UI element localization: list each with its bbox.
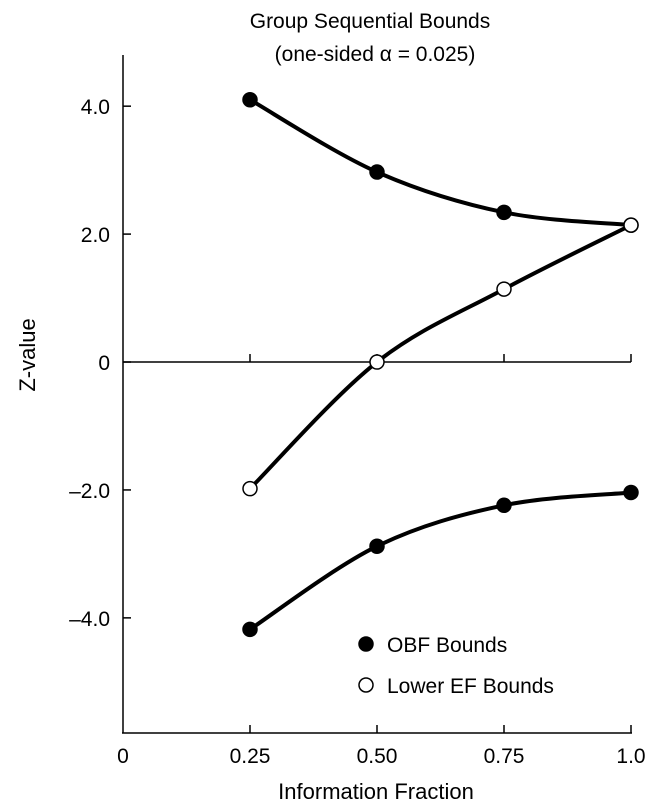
x-tick-label: 0.75 xyxy=(484,745,525,768)
legend-marker-ef xyxy=(358,677,374,693)
x-tick-label: 1.0 xyxy=(616,745,645,768)
obf-point xyxy=(242,621,258,638)
legend: OBF Bounds Lower EF Bounds xyxy=(358,634,554,698)
obf-point xyxy=(369,538,385,554)
legend-marker-obf xyxy=(358,636,374,652)
obf-point xyxy=(496,204,512,221)
y-tick-label: –4.0 xyxy=(69,608,110,631)
series-curves xyxy=(248,97,633,632)
chart-subtitle: (one-sided α = 0.025) xyxy=(275,43,476,66)
series-line-ef-0 xyxy=(248,223,633,491)
series-line-obf-1 xyxy=(248,490,633,632)
series-points xyxy=(242,92,639,638)
chart-title: Group Sequential Bounds xyxy=(250,10,491,33)
y-tick-label: 4.0 xyxy=(81,96,110,119)
obf-point xyxy=(242,92,258,108)
x-axis-label: Information Fraction xyxy=(278,779,474,804)
x-tick-label: 0 xyxy=(117,745,129,768)
legend-label-ef: Lower EF Bounds xyxy=(387,675,554,698)
x-tick-label: 0.25 xyxy=(230,745,271,768)
y-tick-label: 0 xyxy=(98,352,110,375)
x-tick-label: 0.50 xyxy=(357,745,398,768)
ef-point xyxy=(369,354,385,370)
y-tick-label: 2.0 xyxy=(81,224,110,247)
y-ticks: 4.0 2.0 0 –2.0 –4.0 xyxy=(69,96,131,631)
ef-point xyxy=(242,480,258,497)
ef-point xyxy=(623,217,639,233)
obf-point xyxy=(623,484,639,501)
x-ticks: 0 0.25 0.50 0.75 1.0 xyxy=(117,354,646,768)
legend-label-obf: OBF Bounds xyxy=(387,634,507,657)
obf-point xyxy=(496,497,512,514)
y-tick-label: –2.0 xyxy=(69,480,110,503)
obf-point xyxy=(369,164,385,180)
y-axis-label: Z-value xyxy=(15,318,40,391)
ef-point xyxy=(496,281,512,297)
series-line-obf-0 xyxy=(248,97,633,228)
